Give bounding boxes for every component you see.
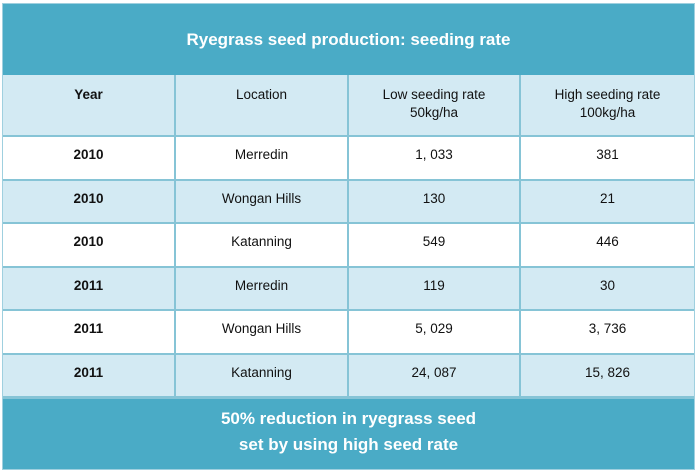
cell-year: 2011 — [3, 352, 176, 398]
cell-location: Merredin — [174, 135, 349, 181]
cell-low-rate: 130 — [347, 178, 521, 224]
cell-year: 2010 — [3, 178, 176, 224]
table-row: 2010 Merredin 1, 033 381 — [3, 135, 694, 181]
cell-high-rate: 15, 826 — [519, 352, 694, 398]
cell-year: 2010 — [3, 135, 176, 181]
cell-location: Merredin — [174, 265, 349, 311]
cell-location: Wongan Hills — [174, 309, 349, 355]
seeding-rate-table-card: Ryegrass seed production: seeding rate Y… — [2, 3, 695, 470]
table-row: 2011 Katanning 24, 087 15, 826 — [3, 352, 694, 398]
cell-year: 2011 — [3, 265, 176, 311]
cell-location: Wongan Hills — [174, 178, 349, 224]
cell-high-rate: 21 — [519, 178, 694, 224]
header-low-seeding-rate: Low seeding rate 50kg/ha — [347, 75, 521, 137]
cell-high-rate: 3, 736 — [519, 309, 694, 355]
table-row: 2010 Katanning 549 446 — [3, 222, 694, 268]
cell-low-rate: 1, 033 — [347, 135, 521, 181]
cell-low-rate: 5, 029 — [347, 309, 521, 355]
cell-high-rate: 446 — [519, 222, 694, 268]
cell-low-rate: 24, 087 — [347, 352, 521, 398]
table-row: 2011 Wongan Hills 5, 029 3, 736 — [3, 309, 694, 355]
table-header-row: Year Location Low seeding rate 50kg/ha H… — [3, 75, 694, 137]
cell-location: Katanning — [174, 352, 349, 398]
seeding-rate-table: Year Location Low seeding rate 50kg/ha H… — [3, 75, 694, 398]
summary-line-1: 50% reduction in ryegrass seed — [220, 409, 477, 428]
header-high-seeding-rate: High seeding rate 100kg/ha — [519, 75, 694, 137]
header-location: Location — [174, 75, 349, 137]
cell-high-rate: 381 — [519, 135, 694, 181]
summary-line-2: set by using high seed rate — [238, 435, 459, 454]
cell-high-rate: 30 — [519, 265, 694, 311]
cell-year: 2010 — [3, 222, 176, 268]
cell-year: 2011 — [3, 309, 176, 355]
cell-low-rate: 119 — [347, 265, 521, 311]
cell-low-rate: 549 — [347, 222, 521, 268]
cell-location: Katanning — [174, 222, 349, 268]
header-year: Year — [3, 75, 176, 137]
table-row: 2010 Wongan Hills 130 21 — [3, 178, 694, 224]
table-title: Ryegrass seed production: seeding rate — [3, 4, 694, 75]
summary-footer: 50% reduction in ryegrass seed set by us… — [3, 398, 694, 469]
table-row: 2011 Merredin 119 30 — [3, 265, 694, 311]
